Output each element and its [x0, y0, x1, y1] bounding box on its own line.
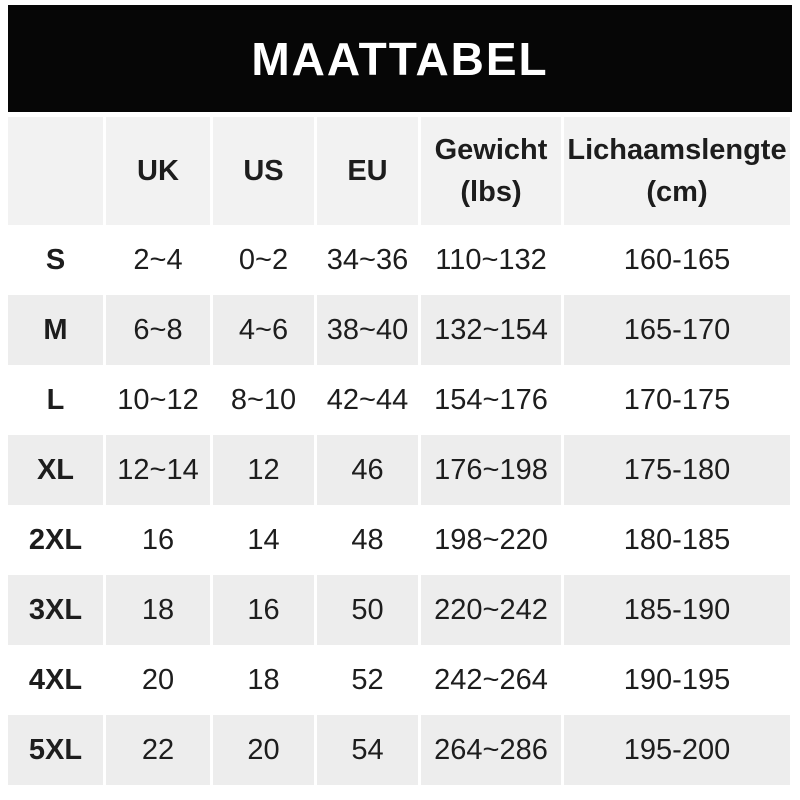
header-label: EU [347, 154, 388, 187]
uk-cell: 12~14 [106, 435, 210, 505]
eu-cell: 54 [317, 715, 418, 785]
size-cell: 5XL [8, 715, 103, 785]
lengte-cell: 180-185 [564, 505, 790, 575]
us-cell: 0~2 [213, 225, 314, 295]
header-cell-gewicht: Gewicht (lbs) [421, 117, 561, 225]
lengte-cell: 160-165 [564, 225, 790, 295]
us-cell: 18 [213, 645, 314, 715]
uk-cell: 22 [106, 715, 210, 785]
gewicht-cell: 132~154 [421, 295, 561, 365]
size-cell: L [8, 365, 103, 435]
page-title: MAATTABEL [251, 32, 549, 85]
uk-cell: 18 [106, 575, 210, 645]
eu-cell: 48 [317, 505, 418, 575]
uk-cell: 2~4 [106, 225, 210, 295]
header-cell-lichaamslengte: Lichaamslengte (cm) [564, 117, 790, 225]
us-cell: 16 [213, 575, 314, 645]
lengte-cell: 165-170 [564, 295, 790, 365]
lengte-cell: 190-195 [564, 645, 790, 715]
us-cell: 4~6 [213, 295, 314, 365]
gewicht-cell: 154~176 [421, 365, 561, 435]
header-label-line2: (lbs) [460, 176, 522, 208]
header-label-line1: Lichaamslengte [567, 133, 787, 166]
eu-cell: 52 [317, 645, 418, 715]
header-label-line2: (cm) [646, 176, 708, 208]
uk-cell: 20 [106, 645, 210, 715]
header-cell-uk: UK [106, 117, 210, 225]
gewicht-cell: 220~242 [421, 575, 561, 645]
size-cell: 3XL [8, 575, 103, 645]
lengte-cell: 195-200 [564, 715, 790, 785]
title-banner: MAATTABEL [8, 5, 792, 112]
uk-cell: 10~12 [106, 365, 210, 435]
size-cell: M [8, 295, 103, 365]
header-cell-us: US [213, 117, 314, 225]
gewicht-cell: 264~286 [421, 715, 561, 785]
gewicht-cell: 110~132 [421, 225, 561, 295]
size-table: UK US EU Gewicht (lbs) Lichaamslengte (c… [8, 117, 792, 785]
header-label: UK [137, 154, 179, 187]
gewicht-cell: 242~264 [421, 645, 561, 715]
us-cell: 12 [213, 435, 314, 505]
lengte-cell: 175-180 [564, 435, 790, 505]
eu-cell: 42~44 [317, 365, 418, 435]
header-label-line1: Gewicht [434, 133, 548, 166]
header-cell-eu: EU [317, 117, 418, 225]
gewicht-cell: 176~198 [421, 435, 561, 505]
size-cell: 2XL [8, 505, 103, 575]
us-cell: 8~10 [213, 365, 314, 435]
size-cell: XL [8, 435, 103, 505]
gewicht-cell: 198~220 [421, 505, 561, 575]
us-cell: 20 [213, 715, 314, 785]
uk-cell: 6~8 [106, 295, 210, 365]
eu-cell: 46 [317, 435, 418, 505]
uk-cell: 16 [106, 505, 210, 575]
lengte-cell: 170-175 [564, 365, 790, 435]
header-label: US [243, 154, 284, 187]
size-cell: 4XL [8, 645, 103, 715]
header-cell-size [8, 117, 103, 225]
lengte-cell: 185-190 [564, 575, 790, 645]
eu-cell: 50 [317, 575, 418, 645]
eu-cell: 38~40 [317, 295, 418, 365]
eu-cell: 34~36 [317, 225, 418, 295]
size-cell: S [8, 225, 103, 295]
us-cell: 14 [213, 505, 314, 575]
